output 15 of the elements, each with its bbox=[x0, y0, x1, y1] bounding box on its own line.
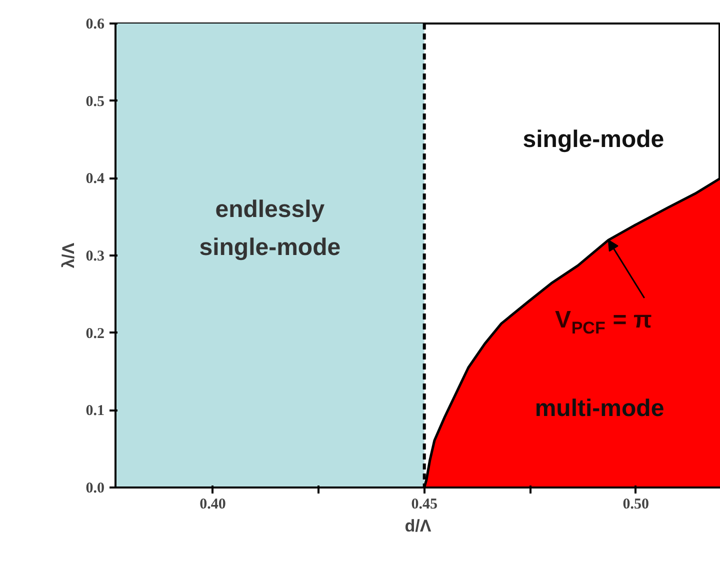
annotation: single-mode bbox=[522, 126, 664, 153]
y-tick-label: 0.4 bbox=[86, 171, 105, 188]
x-axis-title: d/Λ bbox=[404, 516, 432, 536]
x-tick-label: 0.50 bbox=[622, 496, 650, 512]
y-tick-label: 0.3 bbox=[86, 248, 104, 264]
y-tick-label: 0.0 bbox=[86, 480, 104, 496]
y-tick-label: 0.1 bbox=[86, 403, 104, 420]
annotation: multi-mode bbox=[534, 395, 664, 422]
x-tick-label: 0.40 bbox=[200, 496, 226, 512]
y-tick-label: 0.5 bbox=[86, 94, 104, 110]
y-tick-label: 0.2 bbox=[86, 326, 104, 342]
y-axis-title: λ/Λ bbox=[58, 242, 78, 268]
x-tick-label: 0.45 bbox=[411, 496, 438, 512]
y-tick-label: 0.6 bbox=[86, 16, 105, 32]
band-label: endlessly single-mode bbox=[199, 196, 341, 262]
